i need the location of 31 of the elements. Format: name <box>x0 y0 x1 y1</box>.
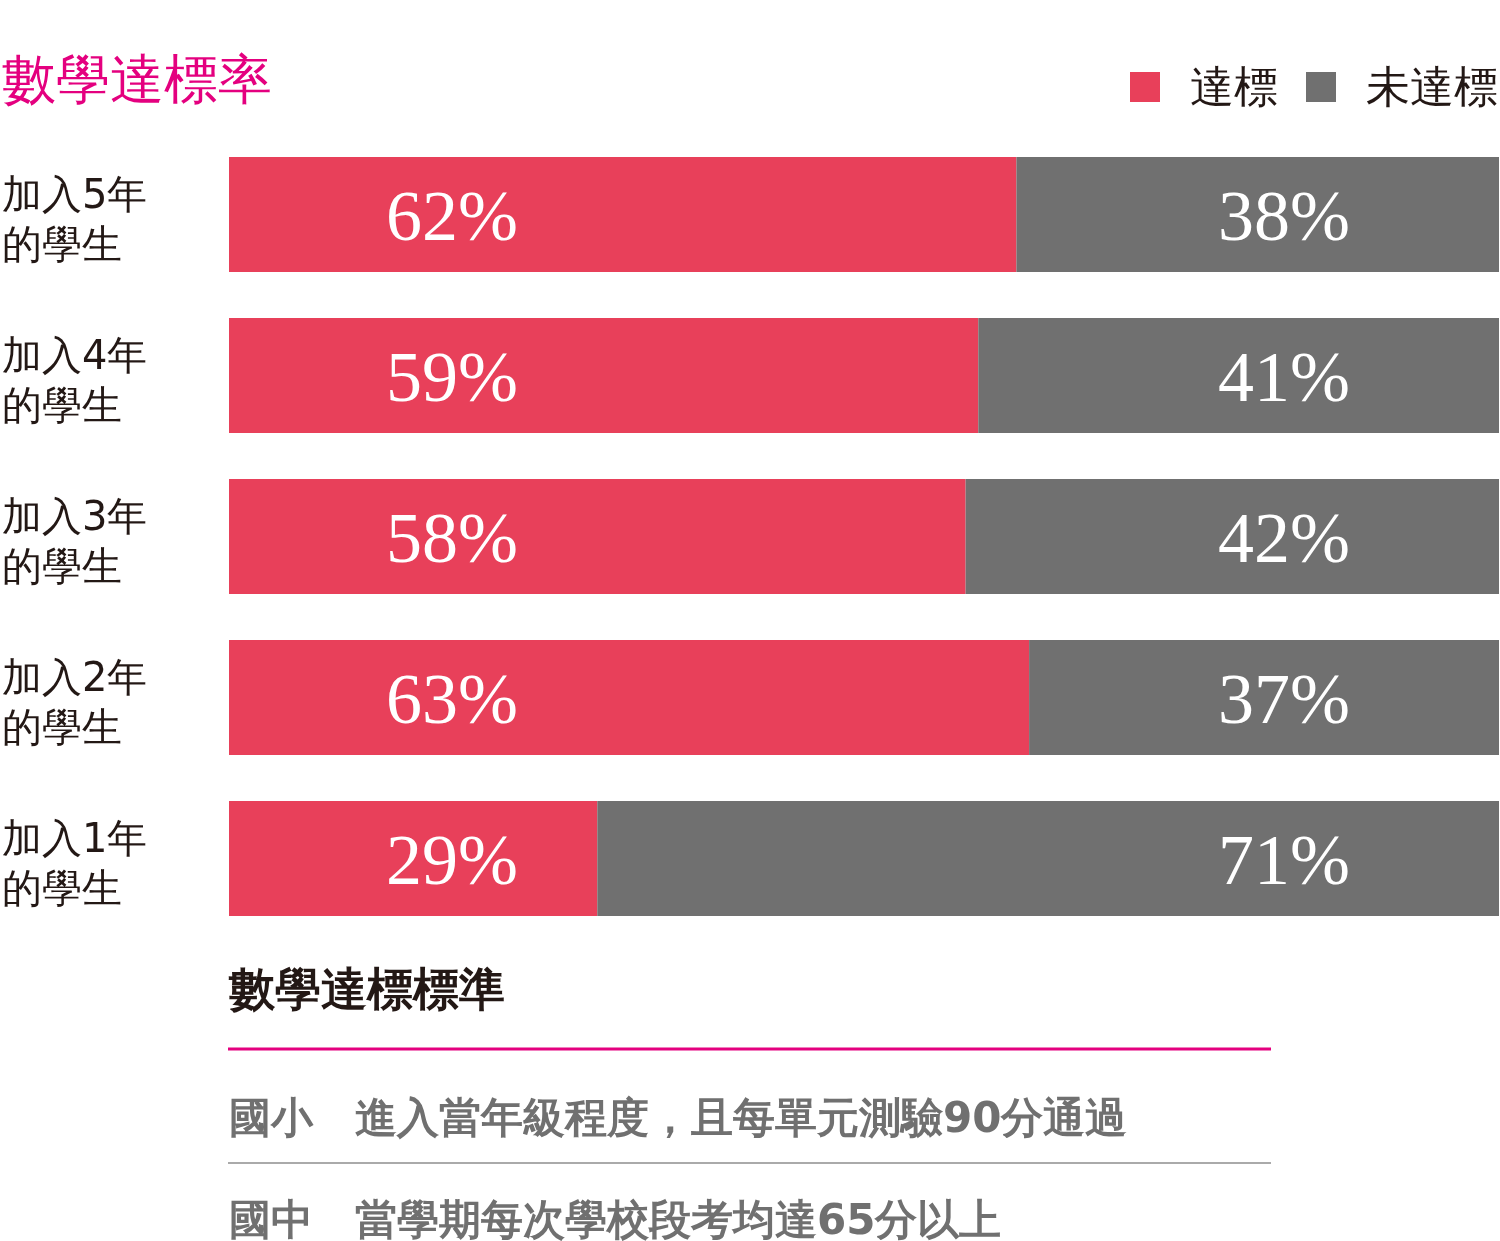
bar <box>229 318 979 433</box>
y-tick-label: 加入1年的學生 <box>2 814 149 913</box>
y-tick-label: 加入5年的學生 <box>2 170 149 269</box>
bar <box>229 479 966 594</box>
bar <box>597 801 1499 916</box>
data-label: 71% <box>1218 819 1350 900</box>
data-label: 29% <box>386 819 518 900</box>
data-label: 59% <box>386 336 518 417</box>
bar <box>965 479 1499 594</box>
chart-title: 數學達標率 <box>2 48 272 111</box>
data-label: 37% <box>1218 658 1350 739</box>
text: 數學達標標準 <box>228 962 505 1016</box>
y-tick-label: 加入3年的學生 <box>2 492 149 591</box>
data-label: 62% <box>386 175 518 256</box>
bar <box>1016 157 1499 272</box>
y-tick-label: 加入4年的學生 <box>2 331 149 430</box>
data-label: 58% <box>386 497 518 578</box>
data-label: 63% <box>386 658 518 739</box>
data-label: 41% <box>1218 336 1350 417</box>
bar <box>1029 640 1499 755</box>
legend-label: 達標 <box>1190 61 1278 112</box>
legend-label: 未達標 <box>1366 61 1498 112</box>
bar <box>229 640 1030 755</box>
bar <box>229 801 598 916</box>
data-label: 38% <box>1218 175 1350 256</box>
text: 國中 當學期每次學校段考均達65分以上 <box>229 1195 1002 1241</box>
y-tick-label: 加入2年的學生 <box>2 653 149 752</box>
bar <box>229 157 1017 272</box>
bar <box>978 318 1499 433</box>
text: 國小 進入當年級程度，且每單元測驗90分通過 <box>229 1093 1128 1142</box>
data-label: 42% <box>1218 497 1350 578</box>
